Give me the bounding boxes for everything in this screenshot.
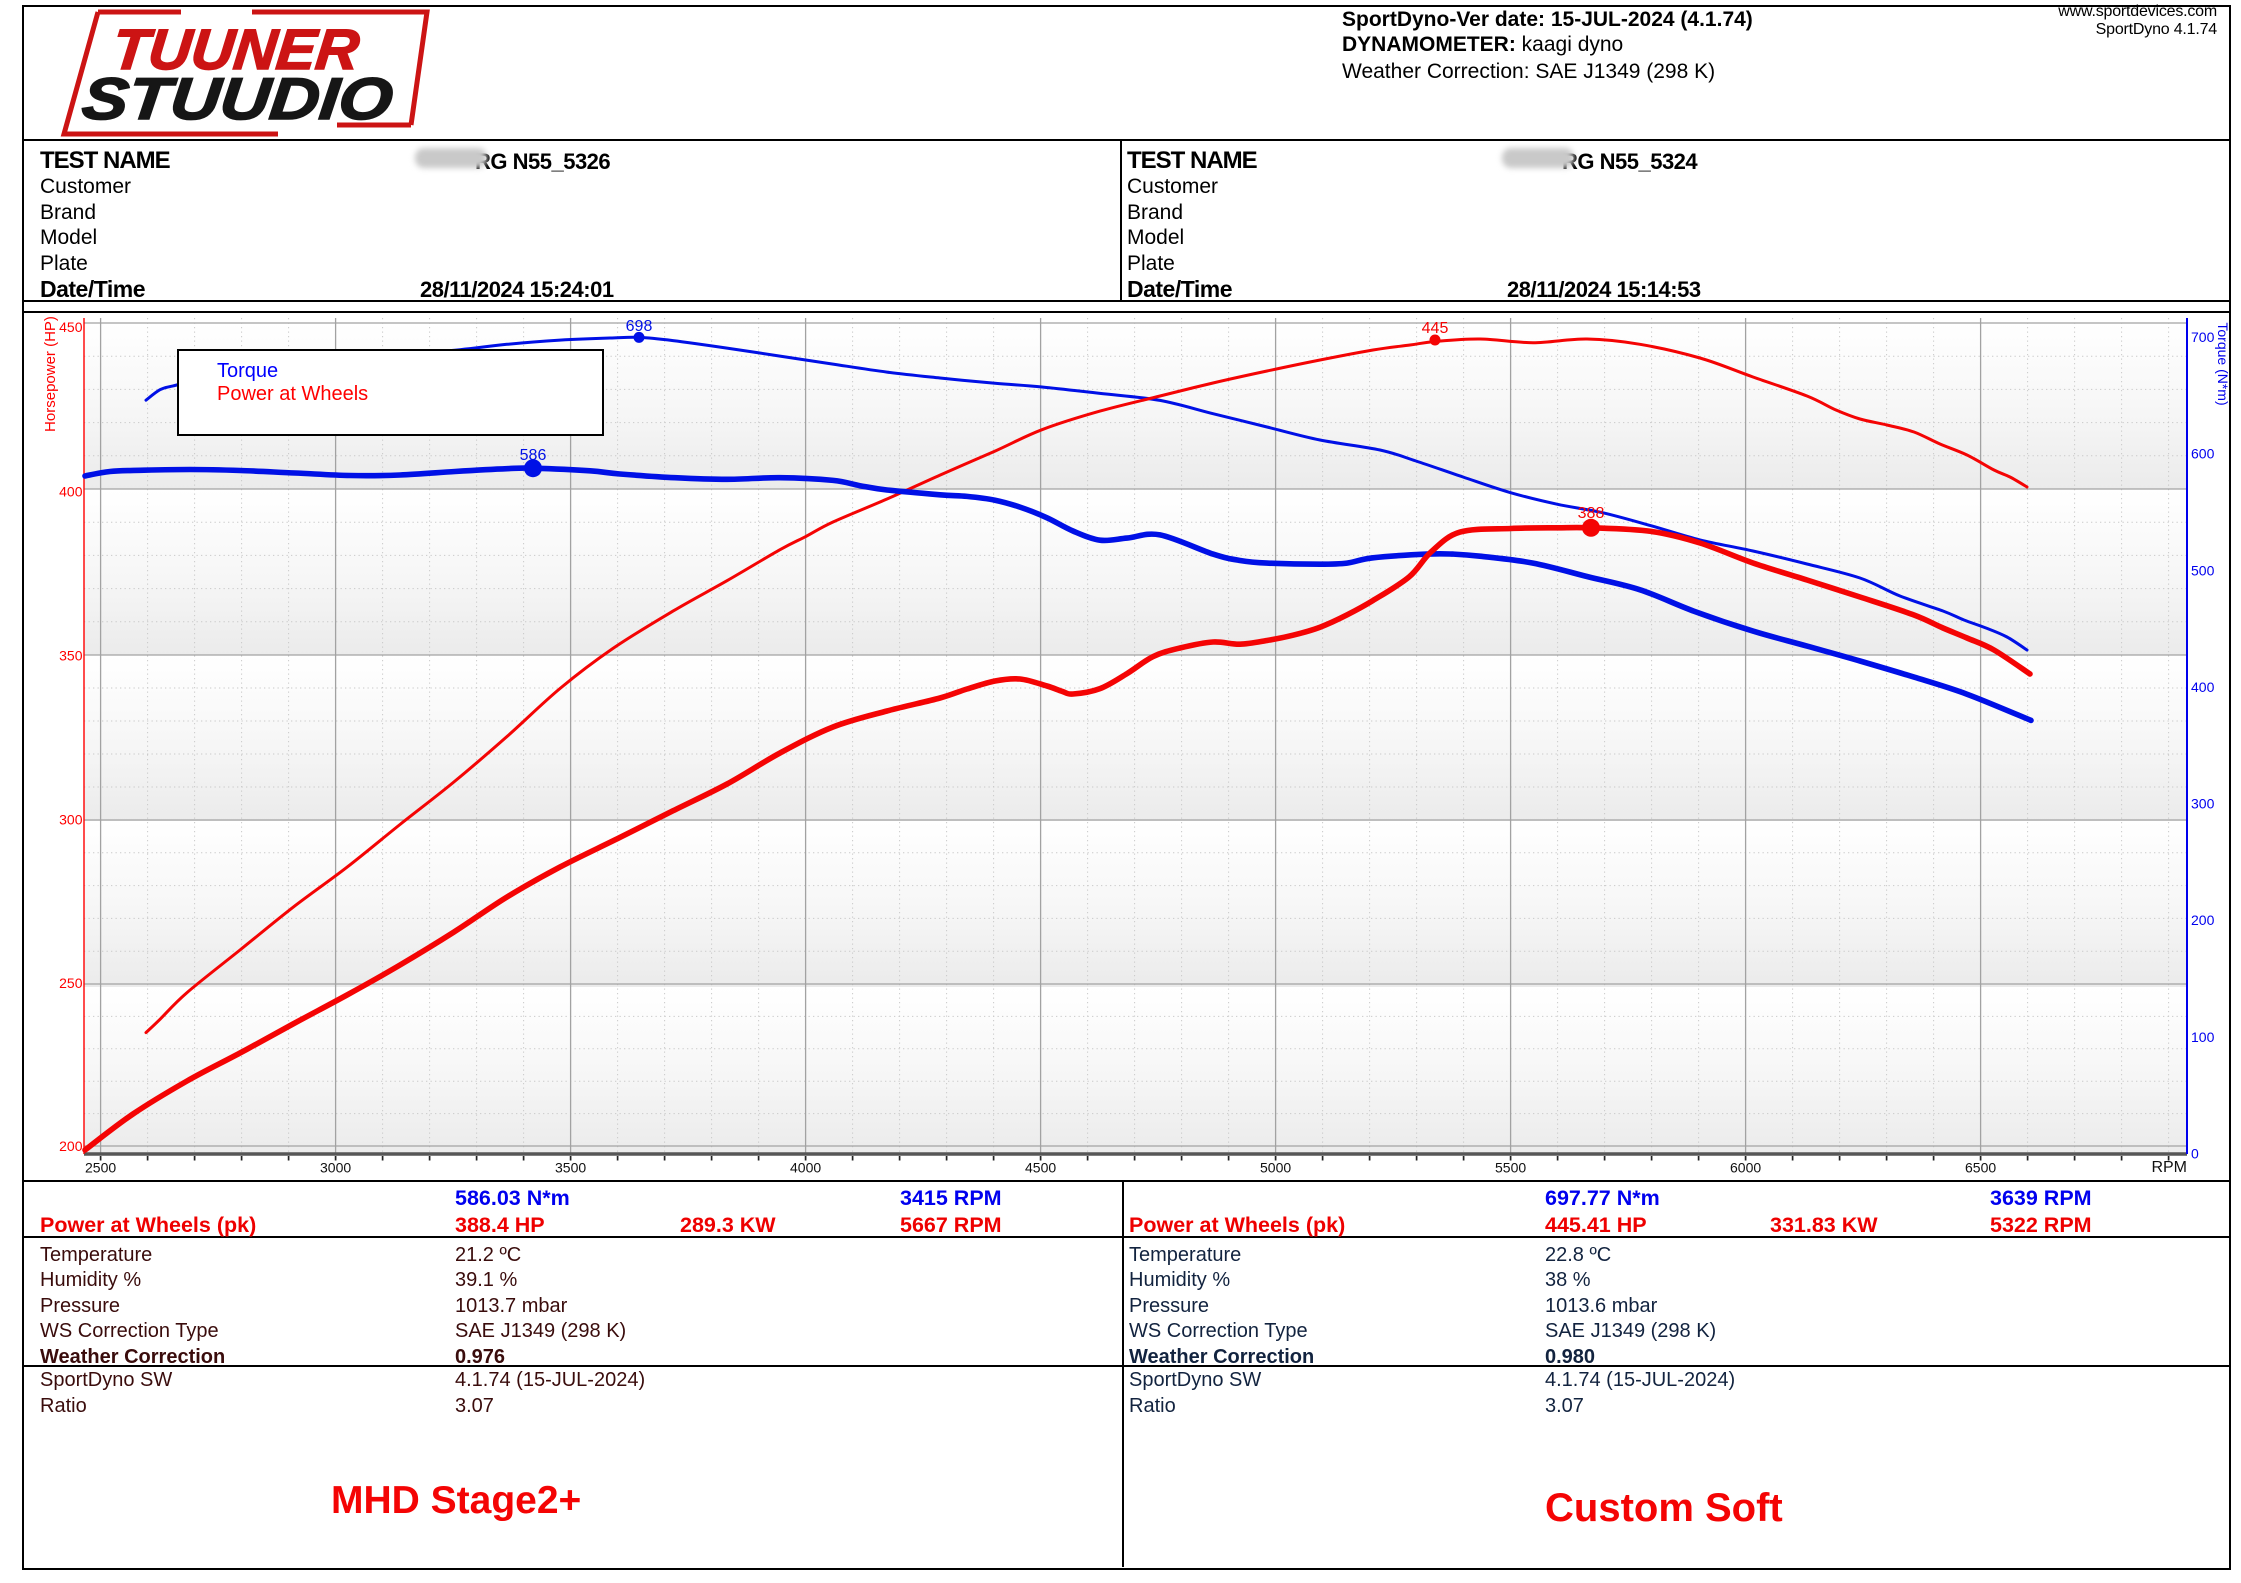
svg-text:5500: 5500 (1495, 1160, 1526, 1176)
svg-text:250: 250 (59, 975, 83, 991)
svg-text:2500: 2500 (85, 1160, 116, 1176)
svg-text:Torque (N*m): Torque (N*m) (2215, 322, 2231, 405)
svg-text:586: 586 (520, 447, 547, 464)
svg-text:5000: 5000 (1260, 1160, 1291, 1176)
svg-text:6000: 6000 (1730, 1160, 1761, 1176)
svg-text:200: 200 (59, 1138, 83, 1154)
svg-text:Power at Wheels: Power at Wheels (217, 383, 368, 405)
svg-text:4000: 4000 (790, 1160, 821, 1176)
svg-text:388: 388 (1578, 505, 1605, 522)
svg-text:Horsepower (HP): Horsepower (HP) (42, 316, 59, 432)
svg-text:350: 350 (59, 648, 83, 664)
svg-text:445: 445 (1422, 320, 1449, 337)
svg-text:STUUDIO: STUUDIO (79, 65, 396, 132)
svg-text:300: 300 (2191, 796, 2215, 812)
svg-text:3500: 3500 (555, 1160, 586, 1176)
svg-text:698: 698 (626, 318, 653, 335)
svg-text:400: 400 (2191, 679, 2215, 695)
svg-text:600: 600 (2191, 446, 2215, 462)
svg-text:300: 300 (59, 812, 83, 828)
svg-text:200: 200 (2191, 912, 2215, 928)
svg-text:450: 450 (59, 319, 83, 335)
svg-text:TUUNER: TUUNER (109, 18, 362, 82)
svg-text:3000: 3000 (320, 1160, 351, 1176)
svg-text:500: 500 (2191, 562, 2215, 578)
svg-text:4500: 4500 (1025, 1160, 1056, 1176)
svg-text:400: 400 (59, 484, 83, 500)
svg-text:0: 0 (2191, 1146, 2199, 1162)
svg-text:100: 100 (2191, 1029, 2215, 1045)
svg-text:Torque: Torque (217, 360, 278, 382)
svg-text:6500: 6500 (1965, 1160, 1996, 1176)
svg-text:RPM: RPM (2151, 1159, 2187, 1176)
svg-text:700: 700 (2191, 329, 2215, 345)
